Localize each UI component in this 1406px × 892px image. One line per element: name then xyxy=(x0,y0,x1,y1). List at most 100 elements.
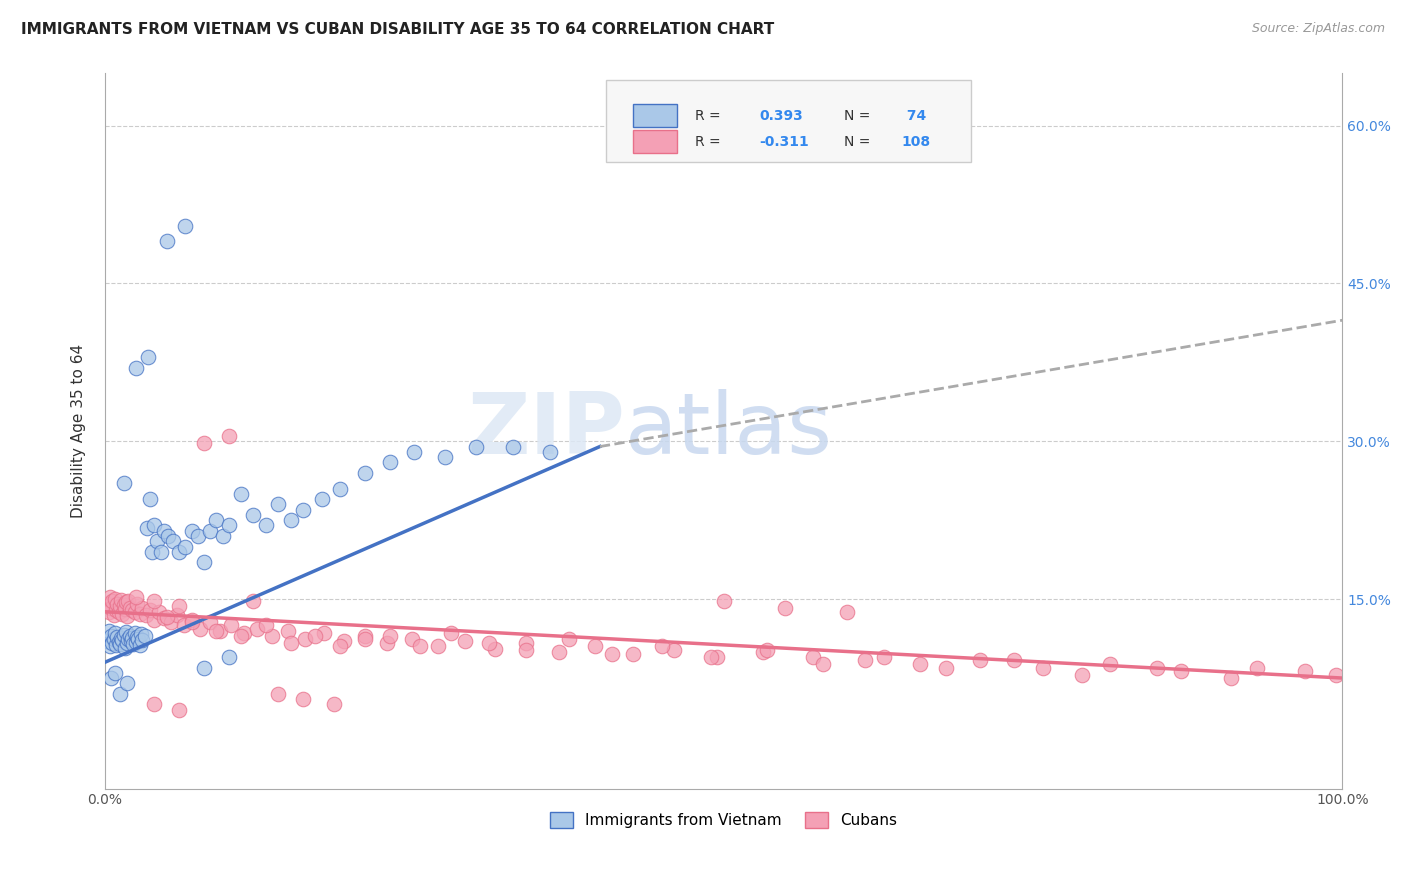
Point xyxy=(260,629,283,643)
Point xyxy=(127,632,149,646)
Point xyxy=(515,636,537,650)
Point xyxy=(198,524,221,538)
Point xyxy=(218,429,240,443)
Point xyxy=(110,631,132,645)
Point xyxy=(96,634,118,648)
Text: 108: 108 xyxy=(901,135,931,149)
Point xyxy=(136,350,159,364)
Point xyxy=(304,629,326,643)
Point xyxy=(127,598,149,612)
Point xyxy=(600,647,623,661)
Point xyxy=(465,440,488,454)
Point xyxy=(401,632,423,646)
Point xyxy=(125,635,148,649)
Point xyxy=(193,555,215,569)
Point xyxy=(378,455,401,469)
Point xyxy=(209,624,232,638)
Point xyxy=(322,698,344,712)
Point xyxy=(229,629,252,643)
Point xyxy=(138,602,160,616)
Point xyxy=(162,534,184,549)
Point xyxy=(548,645,571,659)
FancyBboxPatch shape xyxy=(606,80,972,162)
Point xyxy=(700,650,723,665)
Point xyxy=(333,634,356,648)
Point xyxy=(115,624,138,639)
Point xyxy=(378,629,401,643)
Point xyxy=(115,595,138,609)
Point xyxy=(105,639,128,653)
Point xyxy=(128,639,150,653)
Point xyxy=(103,607,125,622)
Point xyxy=(143,698,166,712)
Point xyxy=(193,660,215,674)
Point xyxy=(706,650,728,665)
Point xyxy=(167,599,190,614)
Point xyxy=(873,650,896,665)
Point xyxy=(329,640,352,654)
Point xyxy=(121,631,143,645)
Point xyxy=(440,625,463,640)
Point xyxy=(502,440,524,454)
Point xyxy=(117,632,139,646)
Point xyxy=(114,640,136,655)
Text: N =: N = xyxy=(844,109,870,123)
Point xyxy=(1219,671,1241,685)
Point xyxy=(124,625,146,640)
Point xyxy=(174,219,197,233)
Point xyxy=(484,641,506,656)
Point xyxy=(112,599,135,613)
Point xyxy=(159,615,181,630)
Point xyxy=(121,602,143,616)
Point xyxy=(353,632,375,646)
Point xyxy=(138,492,160,507)
Point xyxy=(662,642,685,657)
Point xyxy=(205,513,228,527)
Point xyxy=(105,630,128,644)
Point xyxy=(775,600,797,615)
Point xyxy=(157,529,180,543)
Point xyxy=(135,607,157,622)
Point xyxy=(167,545,190,559)
Point xyxy=(242,508,264,522)
Point xyxy=(837,605,859,619)
Point xyxy=(538,445,561,459)
Point xyxy=(125,590,148,604)
Point xyxy=(755,642,778,657)
Text: -0.311: -0.311 xyxy=(759,135,810,149)
Point xyxy=(1324,668,1347,682)
Point xyxy=(180,613,202,627)
Point xyxy=(280,636,302,650)
Point xyxy=(291,502,314,516)
Point xyxy=(219,618,242,632)
Point xyxy=(515,642,537,657)
Point xyxy=(131,600,153,615)
Point xyxy=(156,235,179,249)
Text: 0.393: 0.393 xyxy=(759,109,803,123)
Legend: Immigrants from Vietnam, Cubans: Immigrants from Vietnam, Cubans xyxy=(544,806,903,835)
Point xyxy=(267,497,290,511)
Point xyxy=(153,611,176,625)
Point xyxy=(454,634,477,648)
Point xyxy=(141,545,163,559)
Point xyxy=(1071,668,1094,682)
Point xyxy=(117,676,139,690)
Point xyxy=(198,615,221,630)
Point xyxy=(118,629,141,643)
Point xyxy=(110,593,132,607)
Point xyxy=(1294,664,1316,678)
Point xyxy=(112,628,135,642)
Point xyxy=(713,594,735,608)
Point xyxy=(211,529,233,543)
Point xyxy=(434,450,457,464)
Point xyxy=(114,601,136,615)
Y-axis label: Disability Age 35 to 64: Disability Age 35 to 64 xyxy=(72,343,86,518)
Point xyxy=(107,605,129,619)
Point xyxy=(149,545,172,559)
Point xyxy=(105,602,128,616)
Point xyxy=(100,671,122,685)
Point xyxy=(205,624,228,638)
Point xyxy=(935,660,957,674)
Text: IMMIGRANTS FROM VIETNAM VS CUBAN DISABILITY AGE 35 TO 64 CORRELATION CHART: IMMIGRANTS FROM VIETNAM VS CUBAN DISABIL… xyxy=(21,22,775,37)
Point xyxy=(218,650,240,665)
